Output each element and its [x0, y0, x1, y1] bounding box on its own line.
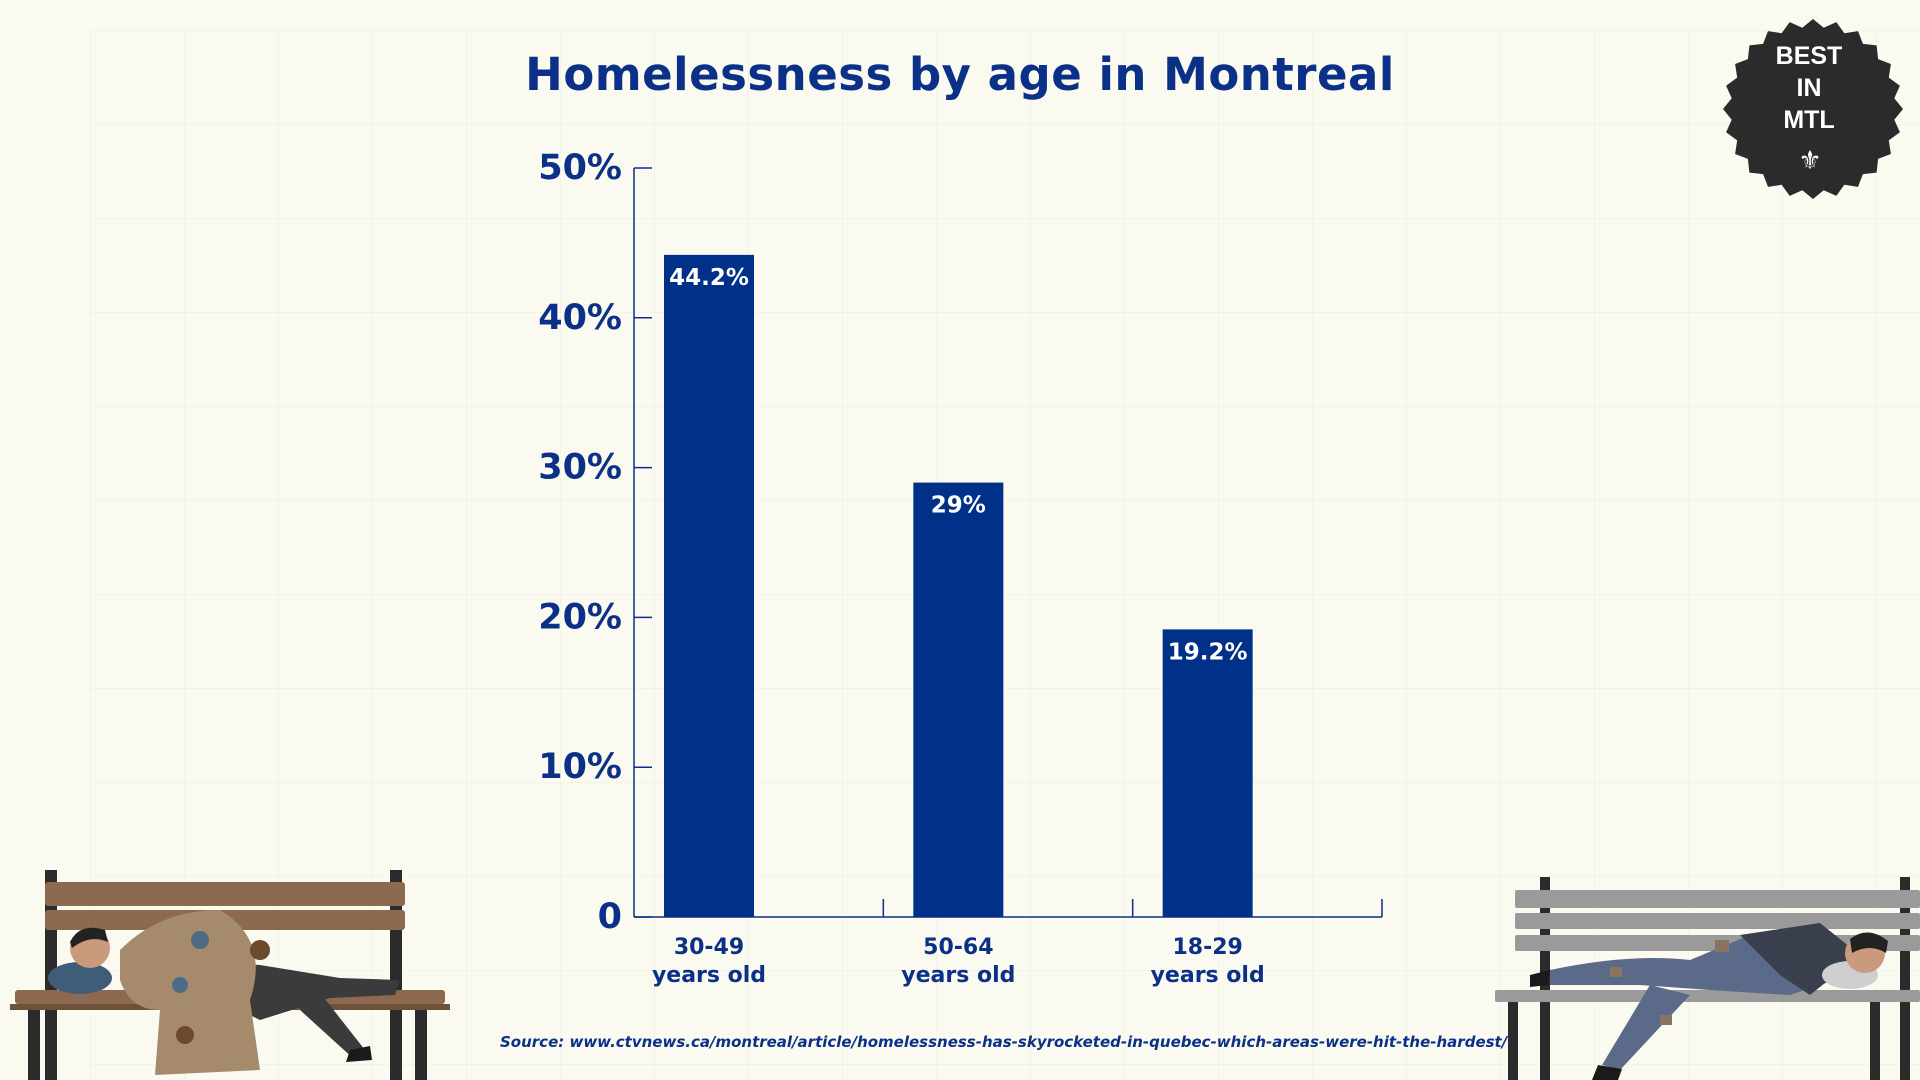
x-category-label: 50-64	[923, 935, 993, 960]
chart-bars	[664, 254, 1253, 917]
bar-value-label: 19.2%	[1168, 639, 1248, 665]
bar	[913, 482, 1004, 917]
y-tick-label: 10%	[538, 747, 622, 787]
y-tick-label: 20%	[538, 597, 622, 637]
bar	[664, 254, 754, 917]
x-category-label: years old	[652, 963, 766, 988]
x-category-label: years old	[1151, 963, 1265, 988]
x-category-label: 18-29	[1172, 935, 1242, 960]
y-tick-label: 0	[598, 897, 622, 937]
fleur-de-lis-icon: ⚜	[1798, 146, 1822, 176]
chart-title: Homelessness by age in Montreal	[525, 48, 1395, 101]
best-in-mtl-badge	[1723, 19, 1903, 199]
badge-line-1: BEST	[1775, 42, 1843, 70]
x-category-label: years old	[901, 963, 1015, 988]
y-tick-label: 30%	[538, 448, 622, 488]
badge-text: BEST IN MTL	[1718, 40, 1900, 136]
person-sleeping-on-bench-left	[10, 870, 450, 1080]
y-tick-label: 50%	[538, 148, 622, 188]
badge-seal-shape	[1723, 19, 1903, 199]
bar-value-label: 44.2%	[669, 265, 749, 291]
badge-line-3: MTL	[1783, 106, 1835, 134]
y-tick-label: 40%	[538, 298, 622, 338]
bar	[1162, 629, 1253, 917]
source-note[interactable]: Source: www.ctvnews.ca/montreal/article/…	[500, 1033, 1508, 1051]
badge-line-2: IN	[1796, 74, 1822, 102]
x-category-label: 30-49	[674, 935, 744, 960]
person-sleeping-on-bench-right	[1495, 877, 1920, 1080]
chart-labels: 44.2% 30-49 years old 29% 50-64 years old 19.2…	[652, 265, 1265, 988]
chart-axes: 0 10% 20% 30% 40% 50%	[538, 148, 1383, 937]
bar-value-label: 29%	[931, 493, 986, 519]
